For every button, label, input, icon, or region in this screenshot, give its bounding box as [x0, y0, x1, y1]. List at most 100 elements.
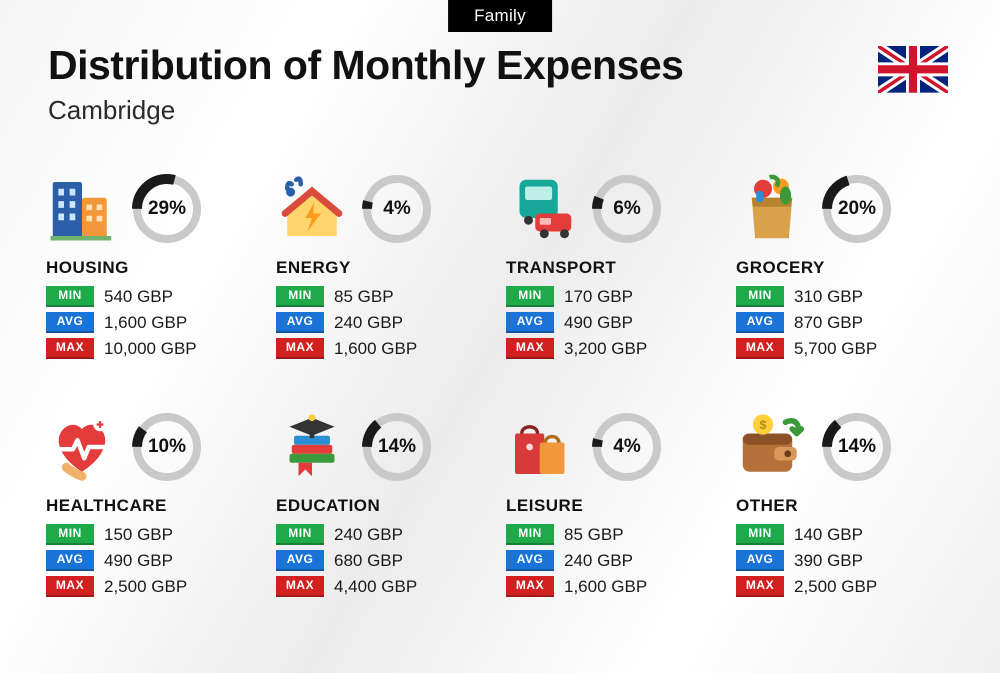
max-tag: MAX: [46, 576, 94, 597]
max-value: 4,400 GBP: [334, 577, 417, 597]
avg-value: 1,600 GBP: [104, 313, 187, 333]
min-tag: MIN: [46, 524, 94, 545]
percent-label: 20%: [820, 172, 894, 246]
max-tag: MAX: [506, 576, 554, 597]
stat-max: MAX 1,600 GBP: [506, 576, 724, 597]
category-card-leisure: 4% LEISURE MIN 85 GBP AVG 240 GBP MAX 1,…: [500, 408, 730, 602]
percent-donut: 4%: [360, 172, 434, 246]
min-tag: MIN: [506, 524, 554, 545]
stat-min: MIN 170 GBP: [506, 286, 724, 307]
svg-text:$: $: [760, 418, 767, 432]
max-value: 2,500 GBP: [794, 577, 877, 597]
category-name: HEALTHCARE: [46, 496, 264, 516]
category-name: TRANSPORT: [506, 258, 724, 278]
percent-donut: 6%: [590, 172, 664, 246]
uk-flag-icon: [878, 46, 948, 92]
category-card-other: $ 14% OTHER MIN 140 GBP AVG 390 GBP MAX …: [730, 408, 960, 602]
avg-value: 490 GBP: [104, 551, 173, 571]
avg-tag: AVG: [736, 550, 784, 571]
min-value: 310 GBP: [794, 287, 863, 307]
stat-min: MIN 150 GBP: [46, 524, 264, 545]
stat-avg: AVG 240 GBP: [506, 550, 724, 571]
avg-tag: AVG: [276, 312, 324, 333]
transport-icon: [506, 173, 578, 245]
stat-min: MIN 240 GBP: [276, 524, 494, 545]
percent-donut: 14%: [360, 410, 434, 484]
min-tag: MIN: [736, 524, 784, 545]
stat-avg: AVG 870 GBP: [736, 312, 954, 333]
category-name: LEISURE: [506, 496, 724, 516]
percent-label: 4%: [360, 172, 434, 246]
avg-value: 390 GBP: [794, 551, 863, 571]
min-value: 85 GBP: [334, 287, 394, 307]
avg-value: 240 GBP: [334, 313, 403, 333]
max-tag: MAX: [276, 576, 324, 597]
page-title: Distribution of Monthly Expenses: [48, 42, 952, 89]
min-value: 85 GBP: [564, 525, 624, 545]
page-subtitle: Cambridge: [48, 95, 952, 126]
stat-min: MIN 85 GBP: [506, 524, 724, 545]
category-name: EDUCATION: [276, 496, 494, 516]
percent-label: 14%: [360, 410, 434, 484]
max-tag: MAX: [506, 338, 554, 359]
max-value: 5,700 GBP: [794, 339, 877, 359]
min-value: 240 GBP: [334, 525, 403, 545]
percent-donut: 29%: [130, 172, 204, 246]
stat-min: MIN 310 GBP: [736, 286, 954, 307]
stat-avg: AVG 240 GBP: [276, 312, 494, 333]
education-icon: [276, 411, 348, 483]
category-name: OTHER: [736, 496, 954, 516]
max-tag: MAX: [46, 338, 94, 359]
stat-max: MAX 4,400 GBP: [276, 576, 494, 597]
category-card-housing: 29% HOUSING MIN 540 GBP AVG 1,600 GBP MA…: [40, 170, 270, 364]
min-value: 540 GBP: [104, 287, 173, 307]
min-tag: MIN: [276, 286, 324, 307]
avg-value: 240 GBP: [564, 551, 633, 571]
percent-donut: 10%: [130, 410, 204, 484]
percent-donut: 20%: [820, 172, 894, 246]
stat-avg: AVG 680 GBP: [276, 550, 494, 571]
category-card-grocery: 20% GROCERY MIN 310 GBP AVG 870 GBP MAX …: [730, 170, 960, 364]
category-card-transport: 6% TRANSPORT MIN 170 GBP AVG 490 GBP MAX…: [500, 170, 730, 364]
stat-avg: AVG 490 GBP: [506, 312, 724, 333]
healthcare-icon: [46, 411, 118, 483]
category-name: ENERGY: [276, 258, 494, 278]
min-tag: MIN: [276, 524, 324, 545]
min-value: 170 GBP: [564, 287, 633, 307]
stat-max: MAX 5,700 GBP: [736, 338, 954, 359]
percent-label: 4%: [590, 410, 664, 484]
max-tag: MAX: [736, 576, 784, 597]
max-value: 1,600 GBP: [334, 339, 417, 359]
avg-value: 680 GBP: [334, 551, 403, 571]
shopping-bags-icon: [506, 411, 578, 483]
stat-max: MAX 2,500 GBP: [736, 576, 954, 597]
max-tag: MAX: [276, 338, 324, 359]
percent-label: 29%: [130, 172, 204, 246]
stat-avg: AVG 490 GBP: [46, 550, 264, 571]
percent-label: 6%: [590, 172, 664, 246]
stat-avg: AVG 1,600 GBP: [46, 312, 264, 333]
percent-label: 14%: [820, 410, 894, 484]
category-name: HOUSING: [46, 258, 264, 278]
percent-label: 10%: [130, 410, 204, 484]
avg-value: 870 GBP: [794, 313, 863, 333]
avg-value: 490 GBP: [564, 313, 633, 333]
avg-tag: AVG: [46, 312, 94, 333]
buildings-icon: [46, 173, 118, 245]
max-value: 3,200 GBP: [564, 339, 647, 359]
category-card-education: 14% EDUCATION MIN 240 GBP AVG 680 GBP MA…: [270, 408, 500, 602]
avg-tag: AVG: [276, 550, 324, 571]
max-value: 10,000 GBP: [104, 339, 197, 359]
stat-max: MAX 1,600 GBP: [276, 338, 494, 359]
max-value: 1,600 GBP: [564, 577, 647, 597]
header: Distribution of Monthly Expenses Cambrid…: [48, 42, 952, 126]
min-tag: MIN: [506, 286, 554, 307]
percent-donut: 14%: [820, 410, 894, 484]
avg-tag: AVG: [46, 550, 94, 571]
stat-max: MAX 2,500 GBP: [46, 576, 264, 597]
avg-tag: AVG: [736, 312, 784, 333]
category-grid: 29% HOUSING MIN 540 GBP AVG 1,600 GBP MA…: [40, 170, 960, 602]
grocery-bag-icon: [736, 173, 808, 245]
stat-min: MIN 140 GBP: [736, 524, 954, 545]
stat-min: MIN 540 GBP: [46, 286, 264, 307]
